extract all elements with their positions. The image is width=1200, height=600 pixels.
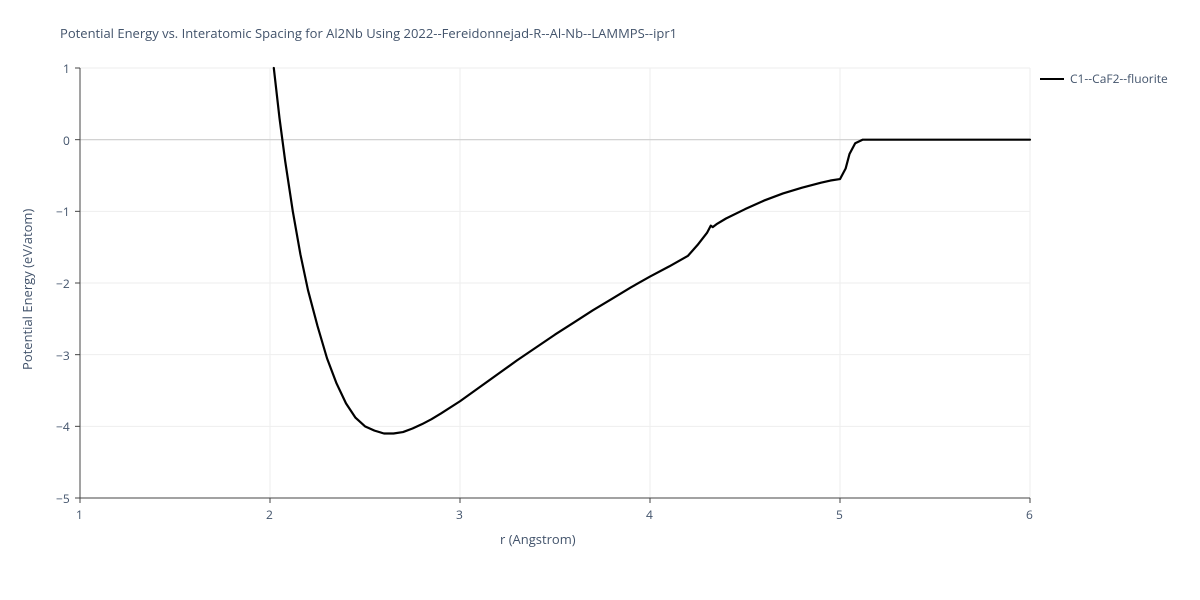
- x-tick-label: 4: [646, 506, 653, 523]
- y-tick-label: −1: [56, 203, 70, 220]
- y-tick-label: 0: [63, 132, 70, 149]
- series-line: [274, 68, 1030, 434]
- x-tick-label: 6: [1026, 506, 1033, 523]
- x-tick-label: 1: [76, 506, 83, 523]
- legend-item: C1--CaF2--fluorite: [1040, 70, 1168, 87]
- y-tick-label: −5: [56, 490, 70, 507]
- x-tick-label: 2: [266, 506, 273, 523]
- y-tick-label: 1: [63, 60, 70, 77]
- y-tick-label: −2: [56, 275, 70, 292]
- y-tick-label: −4: [56, 418, 70, 435]
- x-tick-label: 3: [456, 506, 463, 523]
- legend-line-icon: [1040, 78, 1064, 80]
- chart-canvas: [0, 0, 1200, 600]
- x-tick-label: 5: [836, 506, 843, 523]
- y-tick-label: −3: [56, 347, 70, 364]
- legend-label: C1--CaF2--fluorite: [1070, 70, 1168, 87]
